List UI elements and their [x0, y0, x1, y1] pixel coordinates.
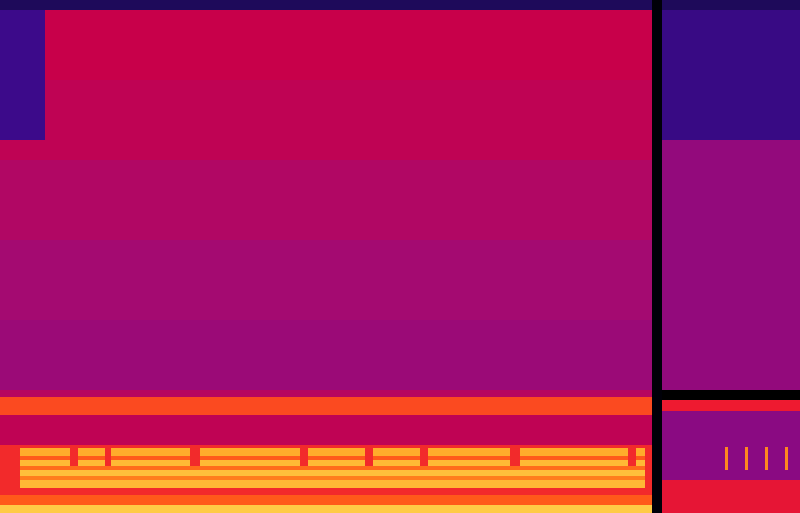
spectrogram-cell	[0, 0, 652, 10]
spectrogram-cell	[662, 0, 800, 10]
spectrogram-cell	[70, 448, 78, 466]
spectrogram-cell	[20, 480, 645, 488]
spectrogram-cell	[510, 448, 520, 466]
spectrogram-cell	[190, 448, 200, 466]
spectrogram-cell	[20, 470, 645, 476]
spectrogram-cell	[20, 456, 645, 460]
spectrogram-cell	[0, 415, 652, 445]
spectrogram-cell	[0, 320, 652, 390]
spectrogram-cell	[20, 476, 645, 480]
spectrogram-cell	[662, 480, 800, 513]
spectrogram-cell	[0, 80, 652, 160]
spectrogram-cell	[0, 10, 652, 80]
spectrogram-cell	[662, 10, 800, 140]
cells	[0, 0, 800, 513]
spectrogram-cell	[662, 400, 800, 411]
spectrogram-cell	[20, 460, 645, 466]
spectrogram-cell	[0, 505, 652, 513]
spectrogram-cell	[0, 397, 652, 415]
spectrogram-cell	[765, 447, 768, 470]
spectrogram-cell	[662, 411, 800, 480]
spectrogram-cell	[20, 466, 645, 470]
spectrogram-cell	[0, 445, 652, 495]
spectrogram-cell	[20, 448, 645, 456]
spectrogram-cell	[652, 0, 662, 513]
spectrogram-cell	[0, 390, 652, 397]
spectrogram-cell	[105, 448, 111, 466]
spectrogram-cell	[0, 240, 652, 320]
spectrogram-cell	[365, 448, 373, 466]
spectrogram-cell	[0, 160, 652, 240]
spectrogram-cell	[662, 140, 800, 390]
spectrogram-cell	[628, 448, 636, 466]
spectrogram-cell	[300, 448, 308, 466]
spectrogram-cell	[420, 448, 428, 466]
spectrogram-cell	[745, 447, 748, 470]
spectrogram	[0, 0, 800, 513]
spectrogram-cell	[725, 447, 728, 470]
spectrogram-cell	[785, 447, 788, 470]
spectrogram-cell	[0, 10, 45, 140]
spectrogram-cell	[0, 495, 652, 505]
